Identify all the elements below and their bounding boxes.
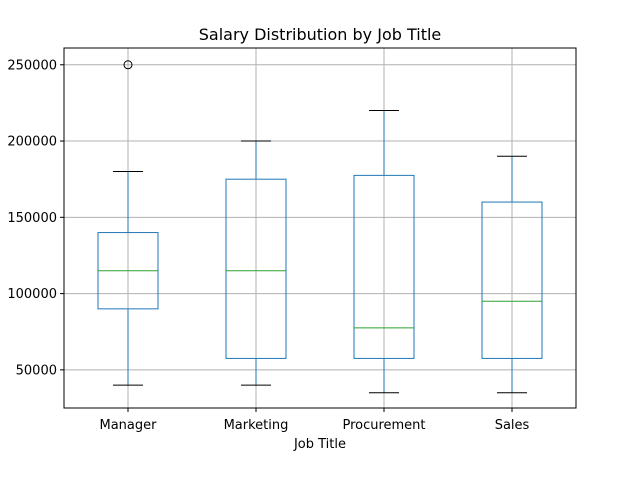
y-tick-label-2: 150000 (7, 211, 57, 226)
iqr-box-sales (481, 201, 543, 359)
y-tick-label-0: 50000 (16, 363, 57, 378)
iqr-box-procurement (353, 174, 415, 359)
grid-lines (64, 48, 576, 408)
box-procurement (353, 110, 415, 394)
outlier-manager-0 (123, 60, 133, 70)
box-series (97, 60, 543, 394)
chart-title: Salary Distribution by Job Title (199, 25, 442, 44)
axis-ticks: 50000 100000 150000 200000 250000 Manager Mark… (7, 58, 529, 433)
x-tick-label-0: Manager (100, 418, 158, 433)
box-marketing (225, 140, 287, 386)
x-tick-label-3: Sales (495, 418, 530, 433)
y-tick-label-4: 250000 (7, 58, 57, 73)
y-tick-label-3: 200000 (7, 135, 57, 150)
iqr-box-marketing (225, 178, 287, 359)
y-tick-label-1: 100000 (7, 287, 57, 302)
x-tick-label-1: Marketing (224, 418, 289, 433)
x-tick-label-2: Procurement (342, 418, 425, 433)
box-sales (481, 155, 543, 394)
plot-frame (63, 47, 577, 409)
x-axis-label: Job Title (293, 437, 346, 452)
box-manager (97, 60, 159, 386)
